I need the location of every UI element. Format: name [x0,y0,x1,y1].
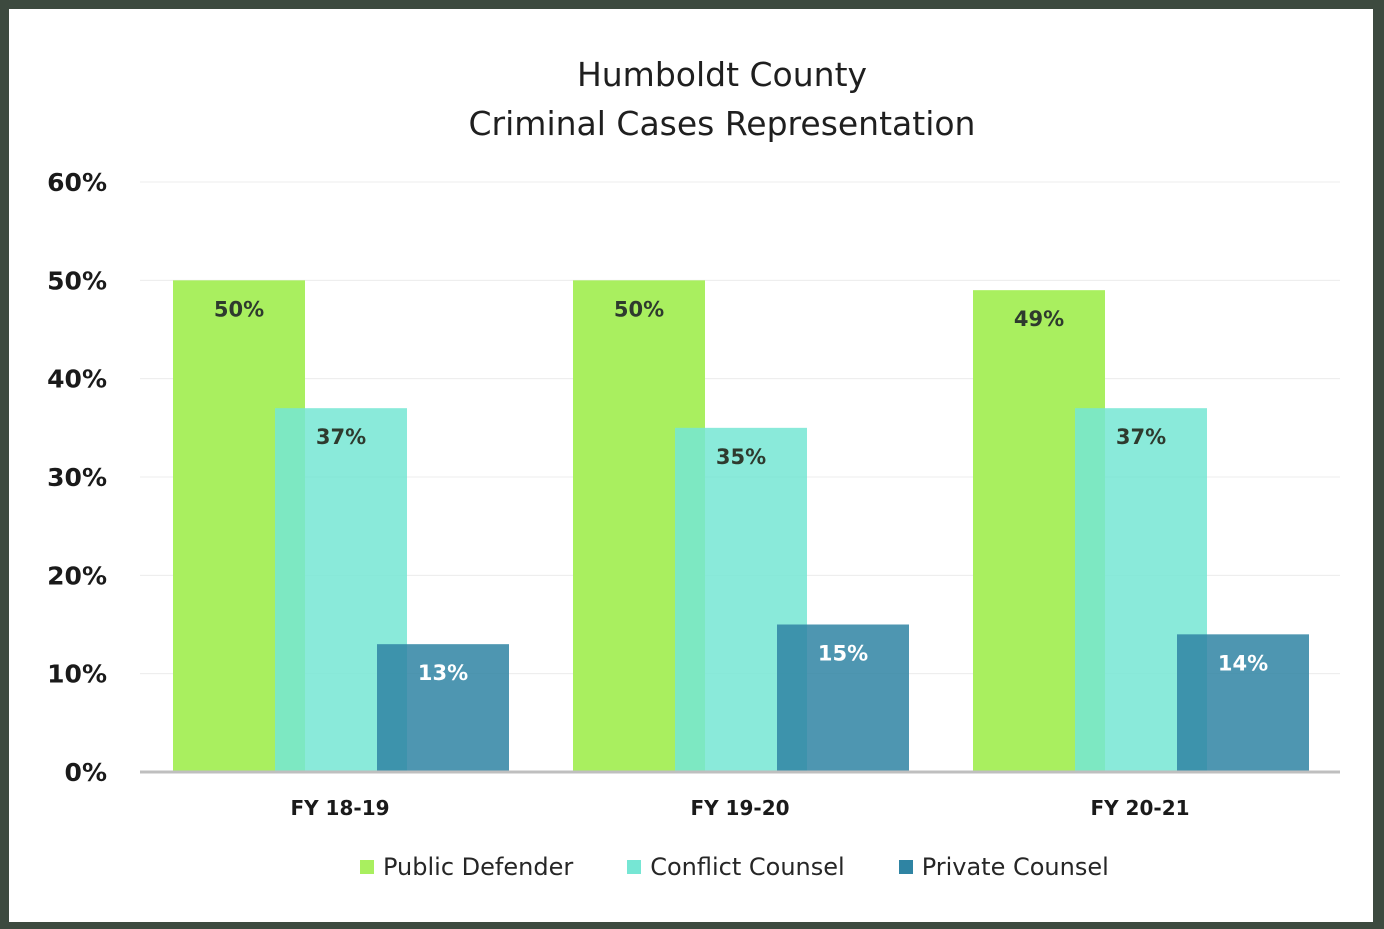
data-label-conflict-counsel: 35% [716,445,766,469]
y-tick-label: 40% [47,365,107,394]
y-tick-label: 30% [47,463,107,492]
y-tick-label: 60% [47,168,107,197]
legend-label-public-defender: Public Defender [383,853,574,881]
y-tick-label: 10% [47,660,107,689]
bar-private-counsel [777,624,909,772]
chart-title: Humboldt County Criminal Cases Represent… [0,50,1384,148]
chart-title-line-1: Humboldt County [576,55,868,94]
y-tick-label: 50% [47,266,107,295]
y-tick-label: 0% [65,758,107,787]
legend-item-public-defender: Public Defender [360,853,573,881]
legend-swatch-private-counsel [898,860,913,874]
data-label-conflict-counsel: 37% [316,425,366,449]
data-label-public-defender: 50% [614,297,664,321]
x-tick-label: FY 19-20 [690,796,789,820]
legend-swatch-conflict-counsel [627,860,642,874]
bar-private-counsel [1177,634,1309,772]
data-label-private-counsel: 15% [818,642,868,666]
legend-label-conflict-counsel: Conflict Counsel [650,853,845,881]
data-label-private-counsel: 13% [418,661,468,685]
data-label-conflict-counsel: 37% [1116,425,1166,449]
data-label-public-defender: 49% [1014,307,1064,331]
x-tick-label: FY 18-19 [290,796,389,820]
chart-title-line-2: Criminal Cases Representation [468,104,976,143]
legend-label-private-counsel: Private Counsel [921,853,1109,881]
y-tick-label: 20% [47,561,107,590]
legend-item-conflict-counsel: Conflict Counsel [627,853,845,881]
legend-swatch-public-defender [360,860,374,874]
data-label-private-counsel: 14% [1218,651,1268,675]
data-label-public-defender: 50% [214,297,264,321]
legend: Public Defender Conflict Counsel Private… [360,853,1109,881]
legend-item-private-counsel: Private Counsel [898,853,1109,881]
x-tick-label: FY 20-21 [1090,796,1189,820]
bar-private-counsel [377,644,509,772]
